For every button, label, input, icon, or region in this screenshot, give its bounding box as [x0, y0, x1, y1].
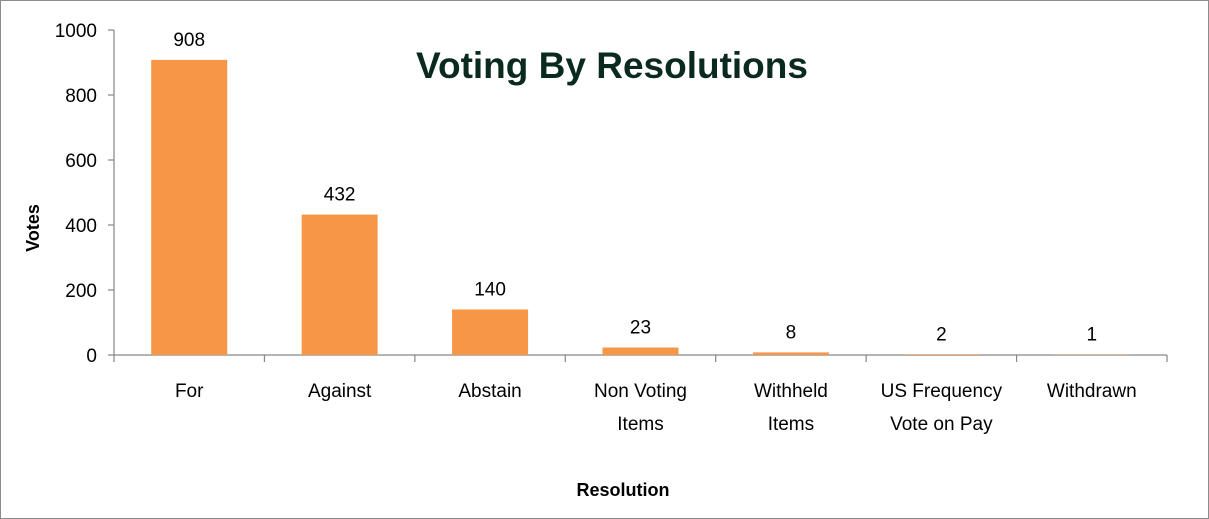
x-tick-label: Non Voting — [594, 381, 687, 402]
y-tick-label: 600 — [65, 151, 97, 172]
bar — [903, 354, 980, 355]
y-axis-title: Votes — [23, 204, 43, 252]
x-tick-label: Withdrawn — [1047, 381, 1137, 402]
data-label: 140 — [474, 280, 506, 301]
data-label: 908 — [173, 30, 205, 51]
y-tick-label: 1000 — [55, 21, 97, 42]
x-tick-label: Vote on Pay — [890, 414, 993, 435]
data-label: 2 — [936, 324, 947, 345]
x-tick-label: Abstain — [458, 381, 521, 402]
bar — [602, 347, 679, 355]
x-tick-label: Against — [308, 381, 372, 402]
y-tick-label: 200 — [65, 281, 97, 302]
y-tick-label: 800 — [65, 86, 97, 107]
x-axis-title: Resolution — [577, 480, 670, 500]
plot-area: 0 200 400 600 800 1000 908 For 432 Against 140 Abst… — [55, 21, 1168, 435]
chart-title: Voting By Resolutions — [416, 45, 808, 86]
x-tick-label: Withheld — [754, 381, 828, 402]
bar — [151, 59, 228, 356]
data-label: 8 — [786, 322, 797, 343]
data-label: 23 — [630, 318, 651, 339]
y-tick-label: 400 — [65, 216, 97, 237]
data-label: 432 — [324, 185, 356, 206]
bar — [301, 214, 378, 355]
bar — [752, 352, 829, 355]
x-tick-label: Items — [768, 414, 814, 435]
data-label: 1 — [1086, 325, 1097, 346]
x-tick-label: US Frequency — [881, 381, 1003, 402]
bar — [452, 309, 529, 355]
x-tick-label: For — [175, 381, 204, 402]
x-tick-label: Items — [617, 414, 663, 435]
y-tick-label: 0 — [86, 346, 97, 367]
